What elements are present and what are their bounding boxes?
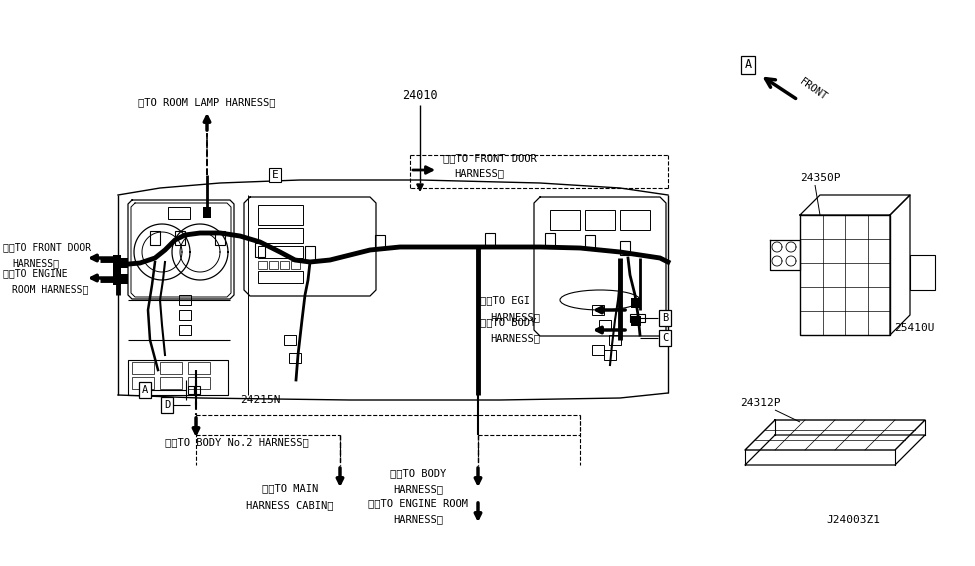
Text: ROOM HARNESS〉: ROOM HARNESS〉 (12, 284, 89, 294)
Bar (620, 241, 630, 255)
Bar (284, 335, 296, 345)
Bar (638, 314, 645, 322)
Bar (258, 228, 303, 243)
Bar (630, 314, 637, 322)
Bar (375, 235, 385, 249)
Bar (585, 235, 595, 249)
Bar (188, 377, 210, 389)
Bar (128, 360, 228, 395)
Bar (215, 231, 225, 245)
Bar (305, 246, 315, 260)
Bar (592, 305, 604, 315)
Bar (179, 310, 191, 320)
Bar (620, 210, 650, 230)
Text: 24215N: 24215N (240, 395, 281, 405)
Text: ⓘ〈TO FRONT DOOR: ⓘ〈TO FRONT DOOR (443, 153, 537, 163)
Bar (258, 261, 267, 269)
Bar (910, 255, 935, 290)
Text: ⓗ〈TO BODY No.2 HARNESS〉: ⓗ〈TO BODY No.2 HARNESS〉 (165, 437, 309, 447)
Bar (604, 350, 616, 360)
Text: Ⓝ〈TO MAIN: Ⓝ〈TO MAIN (262, 483, 318, 493)
Bar (113, 255, 121, 285)
Text: 24312P: 24312P (740, 398, 781, 408)
Text: Ⓣ〈TO BODY: Ⓣ〈TO BODY (390, 468, 447, 478)
Bar (188, 386, 194, 394)
Text: ⓖ〈TO EGI: ⓖ〈TO EGI (480, 295, 530, 305)
Text: A: A (142, 385, 148, 395)
Text: Ⓒ〈TO ENGINE: Ⓒ〈TO ENGINE (3, 268, 67, 278)
Bar (255, 243, 265, 257)
Bar (631, 316, 641, 326)
Text: HARNESS〉: HARNESS〉 (12, 258, 59, 268)
Bar (194, 386, 200, 394)
Bar (160, 362, 182, 374)
Bar (291, 261, 300, 269)
Bar (188, 362, 210, 374)
Text: C: C (662, 333, 668, 343)
Bar (132, 362, 154, 374)
Text: Ⓚ〈TO FRONT DOOR: Ⓚ〈TO FRONT DOOR (3, 242, 91, 252)
Bar (550, 210, 580, 230)
Text: HARNESS〉: HARNESS〉 (490, 312, 540, 322)
Text: 〈TO ROOM LAMP HARNESS〉: 〈TO ROOM LAMP HARNESS〉 (138, 97, 276, 107)
Text: HARNESS〉: HARNESS〉 (393, 514, 443, 524)
Bar (175, 231, 185, 245)
Text: E: E (272, 170, 279, 180)
Bar (585, 210, 615, 230)
Text: ⓔ〈TO ENGINE ROOM: ⓔ〈TO ENGINE ROOM (368, 498, 468, 508)
Text: HARNESS CABIN〉: HARNESS CABIN〉 (247, 500, 333, 510)
Bar (289, 353, 301, 363)
Bar (609, 335, 621, 345)
Text: 25410U: 25410U (894, 323, 935, 333)
Text: HARNESS〉: HARNESS〉 (393, 484, 443, 494)
Text: HARNESS〉: HARNESS〉 (454, 168, 504, 178)
Bar (132, 377, 154, 389)
Bar (160, 377, 182, 389)
Text: HARNESS〉: HARNESS〉 (490, 333, 540, 343)
Text: D: D (164, 400, 170, 410)
Bar (631, 298, 641, 308)
Bar (599, 320, 611, 330)
Bar (203, 210, 211, 218)
Bar (800, 215, 890, 335)
Bar (179, 295, 191, 305)
Text: ⓘ〈TO BODY: ⓘ〈TO BODY (480, 317, 536, 327)
Bar (258, 246, 303, 258)
Bar (258, 205, 303, 225)
Bar (118, 274, 128, 284)
Bar (269, 261, 278, 269)
Text: 24010: 24010 (402, 89, 438, 102)
Bar (168, 207, 190, 219)
Bar (485, 233, 495, 247)
Text: B: B (662, 313, 668, 323)
Bar (258, 271, 303, 283)
Bar (592, 345, 604, 355)
Text: A: A (745, 58, 752, 71)
Text: 24350P: 24350P (800, 173, 840, 183)
Bar (545, 233, 555, 247)
Bar (118, 258, 128, 268)
Text: J24003Z1: J24003Z1 (826, 515, 880, 525)
Bar (203, 207, 211, 215)
Bar (150, 231, 160, 245)
Bar (280, 261, 289, 269)
Bar (179, 325, 191, 335)
Text: FRONT: FRONT (798, 77, 830, 103)
